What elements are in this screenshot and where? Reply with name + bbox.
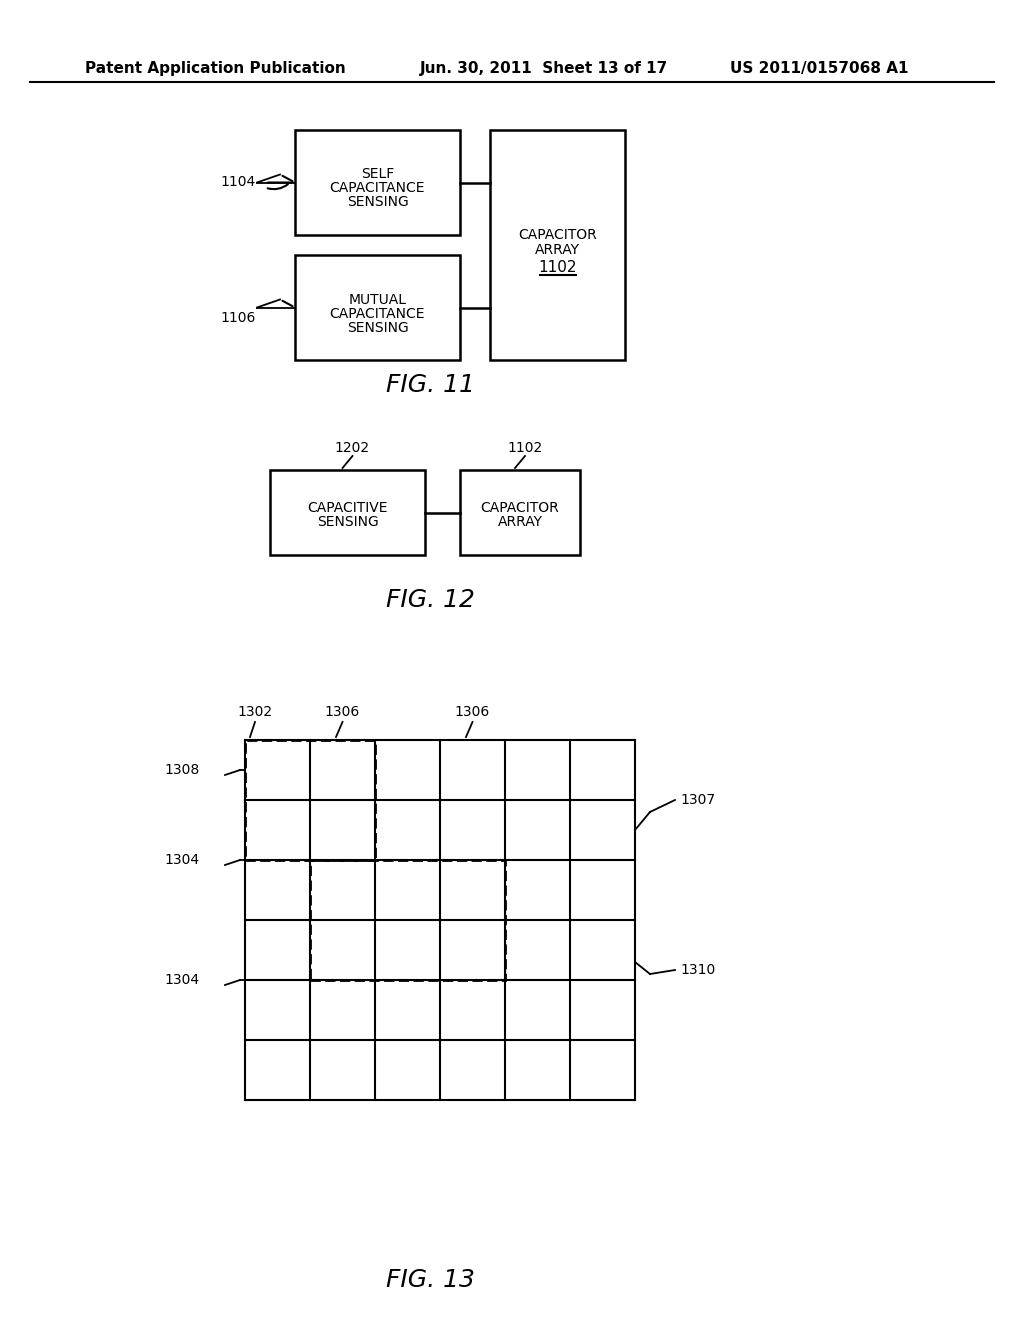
Text: SELF: SELF: [360, 168, 394, 181]
Text: 1102: 1102: [507, 441, 543, 455]
Text: US 2011/0157068 A1: US 2011/0157068 A1: [730, 61, 908, 75]
Text: 1310: 1310: [680, 964, 715, 977]
Text: CAPACITOR: CAPACITOR: [518, 228, 597, 242]
Text: ARRAY: ARRAY: [535, 243, 580, 257]
Text: SENSING: SENSING: [347, 321, 409, 334]
Text: ARRAY: ARRAY: [498, 516, 543, 529]
Text: 1304: 1304: [165, 973, 200, 987]
Bar: [460, 470, 580, 554]
Text: FIG. 12: FIG. 12: [386, 587, 474, 612]
Text: MUTUAL: MUTUAL: [348, 293, 407, 306]
Text: CAPACITOR: CAPACITOR: [480, 500, 559, 515]
Bar: [245, 741, 375, 861]
Text: 1302: 1302: [238, 705, 272, 719]
Text: CAPACITANCE: CAPACITANCE: [330, 306, 425, 321]
Text: CAPACITIVE: CAPACITIVE: [307, 500, 388, 515]
Text: 1106: 1106: [220, 310, 255, 325]
Text: 1308: 1308: [165, 763, 200, 777]
Text: Patent Application Publication: Patent Application Publication: [85, 61, 346, 75]
Bar: [490, 129, 625, 360]
Text: FIG. 11: FIG. 11: [386, 374, 474, 397]
Text: 1307: 1307: [680, 793, 715, 807]
Text: 1306: 1306: [455, 705, 490, 719]
Bar: [295, 129, 460, 235]
Text: SENSING: SENSING: [347, 195, 409, 210]
Text: Jun. 30, 2011  Sheet 13 of 17: Jun. 30, 2011 Sheet 13 of 17: [420, 61, 669, 75]
Text: SENSING: SENSING: [316, 516, 379, 529]
Bar: [295, 255, 460, 360]
Text: CAPACITANCE: CAPACITANCE: [330, 181, 425, 195]
Text: 1304: 1304: [165, 853, 200, 867]
Bar: [310, 861, 505, 979]
Text: 1202: 1202: [335, 441, 370, 455]
Text: FIG. 13: FIG. 13: [386, 1269, 474, 1292]
Text: 1104: 1104: [220, 176, 255, 190]
Text: 1306: 1306: [325, 705, 360, 719]
Text: 1102: 1102: [539, 260, 577, 275]
Bar: [270, 470, 425, 554]
